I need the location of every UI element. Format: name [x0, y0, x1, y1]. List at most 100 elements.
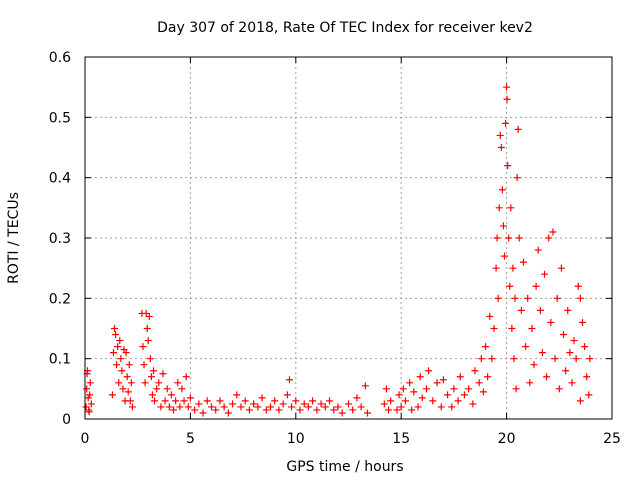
data-point [562, 367, 570, 375]
data-point [397, 403, 405, 411]
data-point [460, 391, 468, 399]
data-point [541, 270, 549, 278]
data-point [143, 325, 151, 332]
data-point [583, 373, 591, 381]
data-point [112, 331, 120, 339]
data-point [499, 222, 507, 230]
data-point [357, 403, 365, 411]
data-point [144, 337, 152, 345]
data-point [142, 309, 150, 317]
data-point [547, 318, 555, 326]
data-point [151, 397, 159, 405]
data-point [237, 403, 245, 411]
data-point [174, 379, 182, 387]
data-point [141, 379, 149, 387]
data-point [216, 397, 224, 405]
data-point [578, 318, 586, 326]
data-point [157, 403, 165, 411]
data-point [500, 252, 508, 260]
data-point [87, 400, 95, 408]
data-point [498, 186, 506, 194]
y-axis-label: ROTI / TECUs [6, 192, 22, 284]
data-point [233, 391, 241, 399]
data-point [267, 403, 275, 411]
data-point [361, 382, 369, 390]
data-point [515, 234, 523, 242]
data-point [84, 394, 92, 402]
x-tick-label: 5 [186, 431, 195, 447]
data-point [549, 228, 557, 236]
data-point [224, 409, 232, 417]
data-point [128, 403, 136, 411]
data-point [418, 394, 426, 402]
data-point [536, 306, 544, 314]
data-point [507, 204, 515, 212]
data-point [543, 373, 551, 381]
data-point [86, 379, 94, 387]
data-point [416, 373, 424, 381]
data-point [502, 119, 510, 127]
data-point [330, 406, 338, 414]
data-point [503, 95, 511, 103]
data-point [182, 373, 190, 381]
data-point [127, 379, 135, 387]
axis-ticks [84, 56, 613, 420]
data-point [401, 397, 409, 405]
data-point [163, 385, 171, 393]
data-point [229, 400, 237, 408]
data-points [82, 83, 594, 417]
data-point [161, 397, 169, 405]
data-point [285, 376, 293, 384]
data-point [555, 385, 563, 393]
data-point [313, 406, 321, 414]
data-point [170, 406, 178, 414]
data-point [513, 174, 521, 182]
data-point [353, 394, 361, 402]
data-point [159, 370, 167, 378]
data-point [471, 367, 479, 375]
data-point [172, 397, 180, 405]
x-tick-label: 15 [392, 431, 410, 447]
data-point [488, 355, 496, 363]
data-point [317, 400, 325, 408]
x-tick-label: 0 [81, 431, 90, 447]
data-point [279, 400, 287, 408]
data-point [271, 397, 279, 405]
y-tick-label: 0 [62, 412, 71, 428]
data-point [493, 234, 501, 242]
data-point [566, 349, 574, 357]
data-point [504, 162, 512, 170]
data-point [568, 379, 576, 387]
data-point [524, 294, 532, 302]
data-point [117, 355, 125, 363]
data-point [292, 397, 300, 405]
data-point [512, 385, 520, 393]
data-point [465, 385, 473, 393]
data-point [180, 397, 188, 405]
x-tick-label: 25 [603, 431, 621, 447]
data-point [119, 385, 127, 393]
x-tick-label: 20 [498, 431, 516, 447]
data-point [530, 361, 538, 369]
data-point [165, 403, 173, 411]
data-point [450, 385, 458, 393]
data-point [176, 403, 184, 411]
data-point [245, 406, 253, 414]
y-tick-label: 0.5 [49, 110, 71, 126]
data-point [506, 282, 514, 290]
data-point [321, 403, 329, 411]
data-point [479, 388, 487, 396]
data-point [250, 400, 258, 408]
data-point [326, 397, 334, 405]
y-tick-labels: 0 0.1 0.2 0.3 0.4 0.5 0.6 [49, 50, 71, 428]
data-point [475, 379, 483, 387]
data-point [510, 355, 518, 363]
data-point [497, 144, 505, 151]
data-point [212, 406, 220, 414]
data-point [186, 394, 194, 402]
data-point [509, 264, 517, 272]
data-point [399, 385, 407, 393]
data-point [380, 400, 388, 408]
data-point [153, 385, 161, 393]
